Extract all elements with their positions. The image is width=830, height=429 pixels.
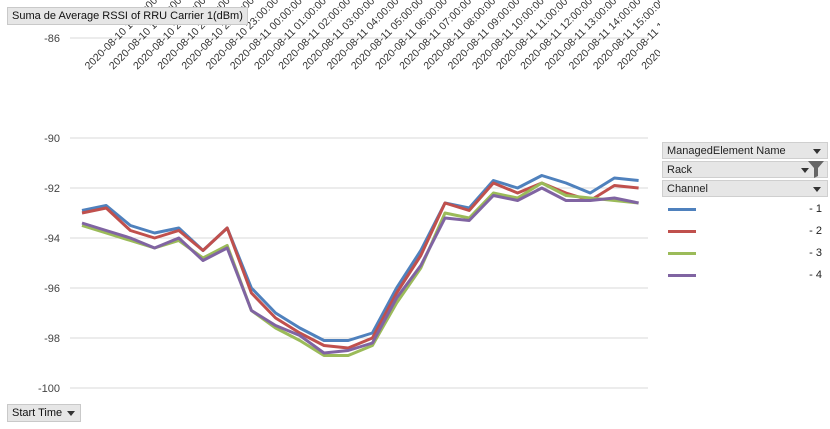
y-tick-label: -92 bbox=[44, 183, 60, 195]
legend-label: - 1 bbox=[809, 203, 822, 215]
legend-swatch bbox=[668, 274, 696, 277]
legend-label: - 4 bbox=[809, 269, 822, 281]
legend-items: - 1 - 2 - 3 - 4 bbox=[662, 199, 828, 287]
y-tick-label: -96 bbox=[44, 283, 60, 295]
managed-element-field-label: ManagedElement Name bbox=[667, 145, 786, 157]
rack-field-button[interactable]: Rack bbox=[662, 161, 828, 178]
legend-swatch bbox=[668, 252, 696, 255]
series-line-1 bbox=[81, 174, 639, 342]
dropdown-arrow-icon bbox=[801, 168, 809, 173]
dropdown-arrow-icon bbox=[813, 187, 821, 192]
value-field-button[interactable]: Suma de Average RSSI of RRU Carrier 1(dB… bbox=[7, 7, 248, 25]
y-tick-label: -90 bbox=[44, 133, 60, 145]
y-tick-label: -86 bbox=[44, 33, 60, 45]
series-line-3 bbox=[81, 181, 639, 357]
legend-item: - 2 bbox=[662, 221, 828, 243]
axis-field-label: Start Time bbox=[12, 407, 63, 419]
legend-item: - 1 bbox=[662, 199, 828, 221]
filter-icon[interactable] bbox=[807, 159, 825, 179]
channel-field-button[interactable]: Channel bbox=[662, 180, 828, 197]
dropdown-arrow-icon bbox=[67, 411, 76, 416]
y-axis-tick-labels: -86 -90 -92 -94 -96 -98 -100 bbox=[38, 33, 60, 395]
dropdown-arrow-icon bbox=[813, 149, 821, 154]
channel-field-label: Channel bbox=[667, 183, 708, 195]
y-tick-label: -100 bbox=[38, 383, 60, 395]
managed-element-field-button[interactable]: ManagedElement Name bbox=[662, 142, 828, 159]
y-tick-label: -94 bbox=[44, 233, 60, 245]
legend-item: - 3 bbox=[662, 243, 828, 265]
y-tick-label: -98 bbox=[44, 333, 60, 345]
legend-label: - 3 bbox=[809, 247, 822, 259]
axis-field-button[interactable]: Start Time bbox=[7, 404, 82, 422]
legend-label: - 2 bbox=[809, 225, 822, 237]
series-lines bbox=[81, 174, 639, 357]
gridlines bbox=[70, 37, 648, 389]
legend-panel: ManagedElement Name Rack Channel - 1- 2-… bbox=[662, 142, 828, 287]
rack-field-label: Rack bbox=[667, 164, 693, 176]
series-line-4 bbox=[81, 186, 639, 355]
line-chart: -86-90-92-94-96-98-100 2020-08-10 18:00:… bbox=[38, 0, 660, 395]
legend-swatch bbox=[668, 230, 696, 233]
legend-item: - 4 bbox=[662, 265, 828, 287]
legend-swatch bbox=[668, 208, 696, 211]
series-line-2 bbox=[81, 181, 639, 350]
